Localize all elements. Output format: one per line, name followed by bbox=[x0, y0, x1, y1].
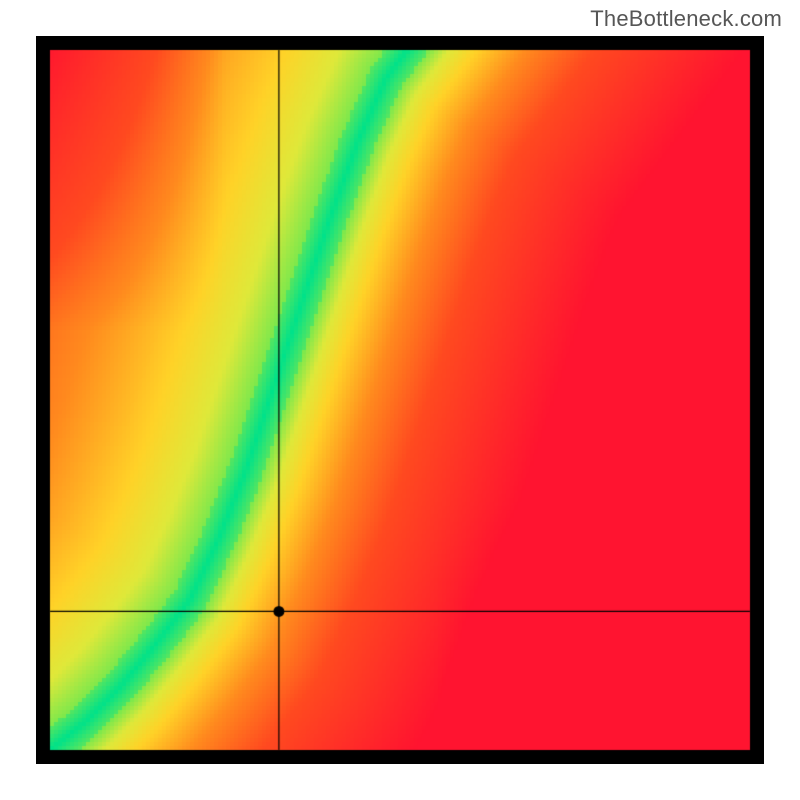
page-root: TheBottleneck.com bbox=[0, 0, 800, 800]
heatmap-canvas bbox=[36, 36, 764, 764]
heatmap-frame bbox=[36, 36, 764, 764]
watermark-text: TheBottleneck.com bbox=[590, 6, 782, 32]
